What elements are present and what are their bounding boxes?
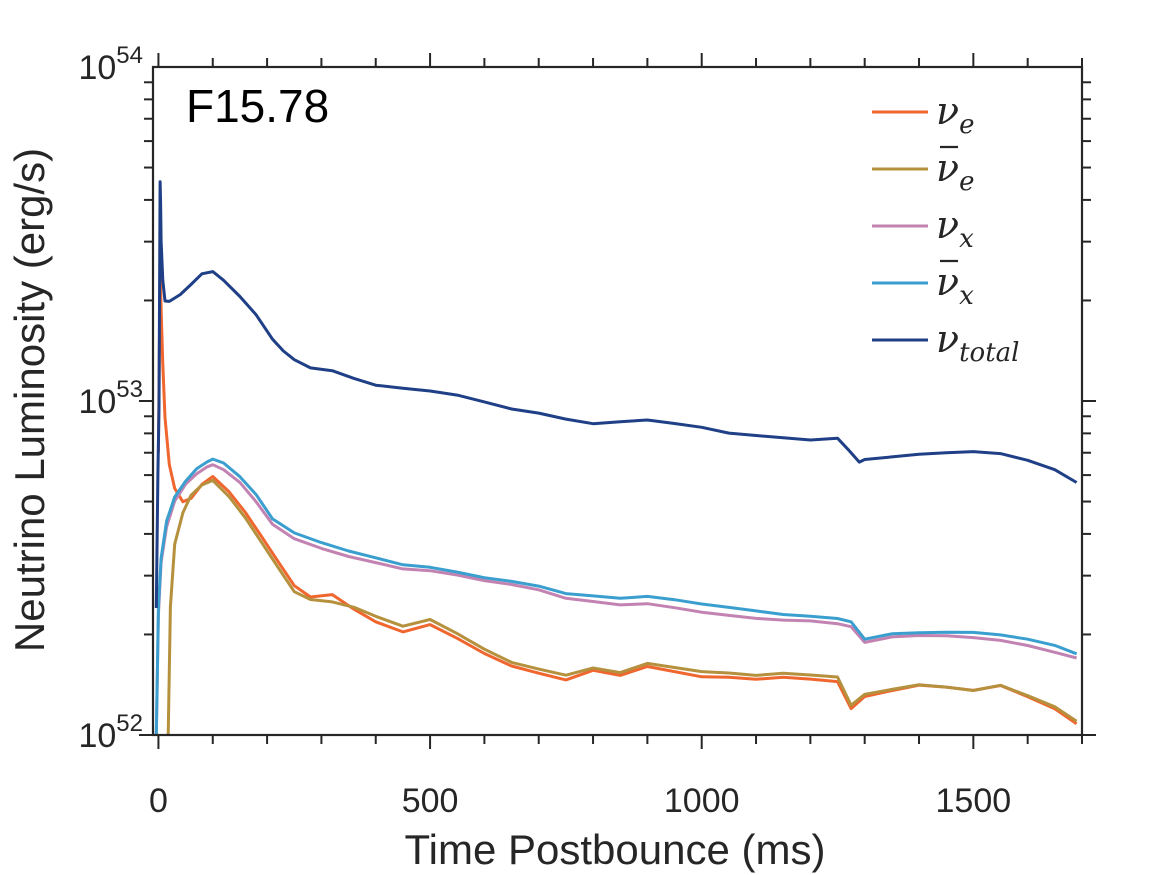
panel-label: F15.78: [186, 80, 329, 132]
y-axis-label: Neutrino Luminosity (erg/s): [6, 148, 53, 652]
legend-item-2: νx: [872, 203, 974, 254]
legend-item-3: νx: [872, 259, 974, 311]
series-layer: [154, 180, 1078, 735]
series-line-3: [154, 457, 1078, 735]
legend: νe νe νx νx νtotal: [872, 89, 1019, 368]
series-line-1: [166, 478, 1078, 735]
legend-item-4: νtotal: [872, 317, 1019, 368]
legend-label: νe: [936, 146, 975, 197]
y-tick-label: 1054: [78, 42, 143, 87]
legend-label: νe: [936, 89, 975, 140]
x-tick-label: 0: [149, 782, 168, 820]
legend-item-1: νe: [872, 145, 975, 197]
y-tick-label: 1052: [78, 710, 143, 755]
x-tick-label: 500: [402, 782, 459, 820]
x-tick-label: 1500: [936, 782, 1012, 820]
axes-layer: 0 500 1000 1500 1052 1053 1054: [78, 42, 1096, 820]
y-tick-label: 1053: [78, 376, 143, 421]
x-axis-label: Time Postbounce (ms): [405, 826, 826, 873]
series-line-2: [154, 463, 1077, 735]
series-line-4: [154, 180, 1078, 609]
x-tick-label: 1000: [664, 782, 740, 820]
legend-label: νx: [936, 260, 974, 311]
legend-label: νtotal: [936, 317, 1019, 368]
legend-label: νx: [936, 203, 974, 254]
legend-item-0: νe: [872, 89, 975, 140]
